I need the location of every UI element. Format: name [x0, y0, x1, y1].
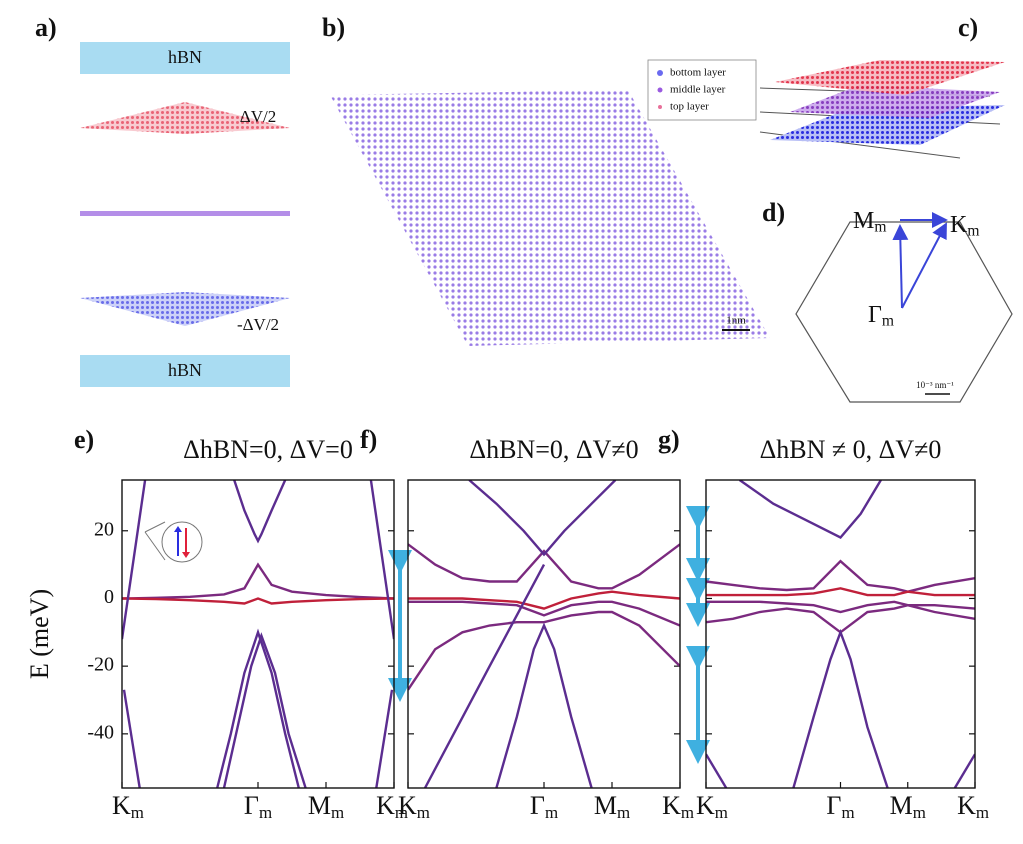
legend-label: middle layer — [670, 84, 726, 96]
band-line — [706, 753, 728, 788]
band-line — [953, 753, 975, 788]
band-chart: e) ΔhBN=0, ΔV=0 E (meV) -40 -20 0 20 Km Γm Mm Km — [25, 425, 408, 822]
band-line — [122, 689, 141, 788]
layer-label: hBN — [168, 360, 202, 380]
bottom-sheet — [770, 105, 1005, 145]
panel-label: c) — [958, 13, 978, 42]
legend-swatch — [657, 70, 663, 76]
panel-label: b) — [322, 13, 345, 42]
x-tick-label: Γm — [530, 791, 558, 822]
plot-frame — [407, 479, 681, 789]
x-tick-label: Km — [376, 791, 408, 822]
middle-sheet — [790, 85, 1000, 118]
band-line — [706, 559, 975, 593]
lattice — [330, 90, 770, 346]
band-chart: f) ΔhBN=0, ΔV≠0 Km Γm Mm Km — [360, 425, 694, 822]
legend-swatch — [657, 87, 663, 93]
spin-down-head — [182, 552, 190, 558]
band-line — [423, 564, 546, 788]
band-line — [408, 590, 680, 610]
spin-up-head — [174, 526, 182, 532]
panel-label: e) — [74, 425, 94, 454]
spin-inset — [144, 521, 203, 563]
panel-label: g) — [658, 425, 680, 454]
middle-layer — [80, 211, 290, 216]
layer-label: hBN — [168, 47, 202, 67]
panel-a: a) hBN ΔV/2 -ΔV/2 hBN — [35, 13, 290, 387]
gap-arrows — [388, 506, 710, 764]
brillouin-zone — [795, 221, 1013, 403]
x-tick-label: Mm — [890, 791, 926, 822]
x-tick-label: Km — [662, 791, 694, 822]
scale-bar-label: 10⁻³ nm⁻¹ — [916, 380, 954, 390]
path-arrow — [901, 222, 947, 309]
band-line — [369, 480, 394, 640]
potential-label: -ΔV/2 — [237, 315, 279, 334]
x-tick-label: Km — [957, 791, 989, 822]
chart-title: ΔhBN=0, ΔV=0 — [183, 435, 353, 464]
scale-bar-label: 1nm — [726, 315, 746, 327]
panel-b: b) bottom layer middle layer top layer 1… — [322, 13, 770, 346]
band-line — [468, 480, 617, 557]
y-axis-label: E (meV) — [25, 589, 54, 679]
y-tick-label: -20 — [87, 654, 114, 676]
band-line — [495, 622, 593, 788]
x-tick-label: Mm — [594, 791, 630, 822]
panel-c: c) — [759, 13, 1005, 159]
panel-d: d) Mm Km Γm 10⁻³ nm⁻¹ — [762, 198, 1013, 403]
x-tick-label: Km — [398, 791, 430, 822]
hbn-layer — [80, 355, 290, 387]
band-line — [706, 600, 975, 614]
hbn-layer — [80, 42, 290, 74]
chart-title: ΔhBN=0, ΔV≠0 — [469, 435, 638, 464]
point-label: Km — [950, 212, 979, 240]
top-sheet — [775, 60, 1005, 95]
band-line — [216, 628, 300, 788]
x-tick-label: Km — [112, 791, 144, 822]
inset-pointer — [144, 531, 166, 561]
band-line — [792, 628, 889, 788]
x-tick-label: Γm — [244, 791, 272, 822]
plot-frame — [121, 479, 395, 789]
panel-label: a) — [35, 13, 57, 42]
plot-frame — [705, 479, 976, 789]
chart-title: ΔhBN ≠ 0, ΔV≠0 — [760, 435, 942, 464]
legend — [647, 59, 757, 121]
band-line — [408, 543, 680, 590]
panel-label: f) — [360, 425, 377, 454]
point-label: Γm — [868, 302, 894, 330]
potential-label: ΔV/2 — [240, 107, 276, 126]
y-tick-label: 20 — [94, 518, 114, 540]
band-line — [408, 600, 680, 627]
inset-pointer — [144, 521, 166, 533]
point-label: Mm — [853, 208, 886, 236]
y-tick-label: 0 — [104, 586, 114, 608]
band-line — [233, 480, 287, 544]
x-tick-label: Mm — [308, 791, 344, 822]
band-line — [706, 587, 975, 597]
path-arrow — [892, 224, 909, 309]
inset-circle — [161, 521, 203, 563]
band-chart: g) ΔhBN ≠ 0, ΔV≠0 Km Γm Mm Km — [658, 425, 989, 822]
band-line — [408, 610, 680, 691]
band-line — [706, 603, 975, 634]
band-line — [122, 562, 394, 600]
band-line — [738, 480, 882, 539]
y-tick-label: -40 — [87, 721, 114, 743]
x-tick-label: Km — [696, 791, 728, 822]
top-layer — [80, 102, 290, 134]
bottom-layer — [80, 292, 290, 326]
x-tick-label: Γm — [826, 791, 854, 822]
band-line — [122, 480, 147, 640]
panel-label: d) — [762, 198, 785, 227]
legend-swatch — [658, 105, 662, 109]
band-line — [222, 632, 307, 788]
legend-label: bottom layer — [670, 67, 726, 79]
legend-label: top layer — [670, 101, 709, 113]
band-line — [122, 597, 394, 605]
band-line — [375, 689, 394, 788]
